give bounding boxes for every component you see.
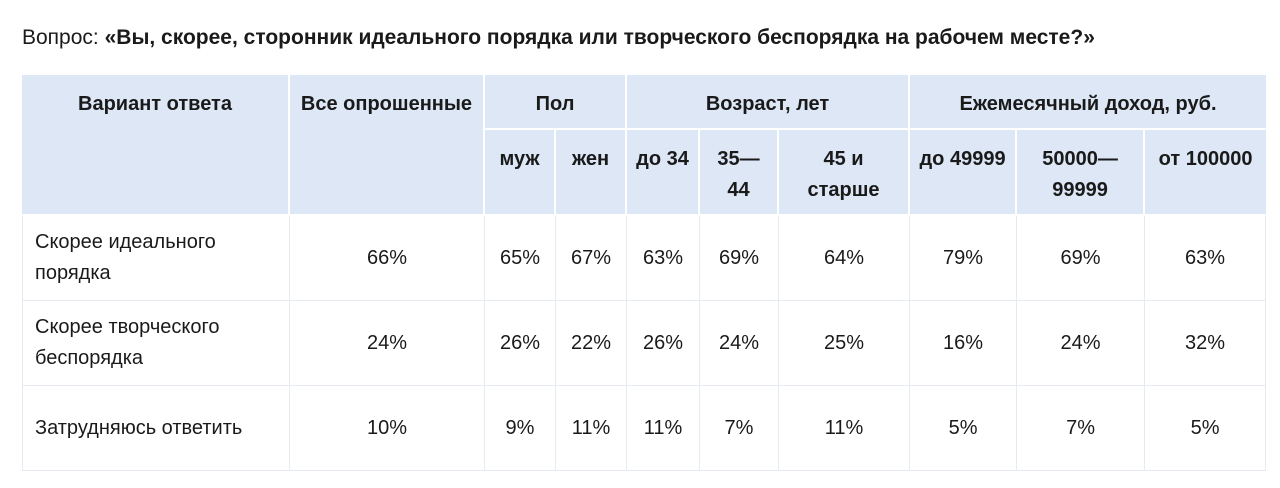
- table-cell: 69%: [700, 216, 779, 301]
- table-cell: 65%: [485, 216, 556, 301]
- table-cell: 22%: [556, 301, 627, 386]
- column-subheader: 45 и старше: [779, 130, 911, 216]
- table-cell: 16%: [910, 301, 1018, 386]
- table-cell: 26%: [485, 301, 556, 386]
- table-cell: 24%: [290, 301, 485, 386]
- table-cell: 24%: [700, 301, 779, 386]
- table-row: Скорее творческого беспорядка 24% 26% 22% 26…: [22, 301, 1267, 386]
- table-cell: 11%: [627, 386, 700, 471]
- column-subheader: 50000—99999: [1017, 130, 1146, 216]
- column-subheader: до 34: [627, 130, 700, 216]
- row-label: Скорее идеального порядка: [22, 216, 290, 301]
- table-cell: 7%: [700, 386, 779, 471]
- column-header: Вариант ответа: [22, 75, 290, 216]
- column-header: Ежемесячный доход, руб.: [910, 75, 1267, 130]
- column-subheader: 35—44: [700, 130, 779, 216]
- table-row: Скорее идеального порядка 66% 65% 67% 63% 69%…: [22, 216, 1267, 301]
- column-header: Пол: [485, 75, 627, 130]
- question-text: «Вы, скорее, сторонник идеального порядк…: [104, 26, 1095, 49]
- table-cell: 9%: [485, 386, 556, 471]
- column-subheader: жен: [556, 130, 627, 216]
- column-subheader: до 49999: [910, 130, 1018, 216]
- column-subheader: от 100000: [1145, 130, 1267, 216]
- table-cell: 11%: [556, 386, 627, 471]
- table-cell: 24%: [1017, 301, 1146, 386]
- table-cell: 10%: [290, 386, 485, 471]
- table-cell: 63%: [1145, 216, 1267, 301]
- table-cell: 32%: [1145, 301, 1267, 386]
- column-header: Возраст, лет: [627, 75, 911, 130]
- table-cell: 69%: [1017, 216, 1146, 301]
- table-cell: 5%: [1145, 386, 1267, 471]
- table-cell: 26%: [627, 301, 700, 386]
- table-cell: 7%: [1017, 386, 1146, 471]
- results-table: Вариант ответа Все опрошенные Пол Возраст, …: [22, 75, 1267, 471]
- question-label: Вопрос:: [22, 26, 99, 49]
- table-row: Затрудняюсь ответить 10% 9% 11% 11% 7% 11% 5% 7%…: [22, 386, 1267, 471]
- row-label: Затрудняюсь ответить: [22, 386, 290, 471]
- table-cell: 11%: [779, 386, 911, 471]
- table-cell: 25%: [779, 301, 911, 386]
- question: Вопрос: «Вы, скорее, сторонник идеальног…: [22, 26, 1095, 50]
- table-cell: 66%: [290, 216, 485, 301]
- table-cell: 63%: [627, 216, 700, 301]
- table-cell: 79%: [910, 216, 1018, 301]
- column-header: Все опрошенные: [290, 75, 485, 216]
- table-cell: 67%: [556, 216, 627, 301]
- table-cell: 64%: [779, 216, 911, 301]
- column-subheader: муж: [485, 130, 556, 216]
- row-label: Скорее творческого беспорядка: [22, 301, 290, 386]
- table-cell: 5%: [910, 386, 1018, 471]
